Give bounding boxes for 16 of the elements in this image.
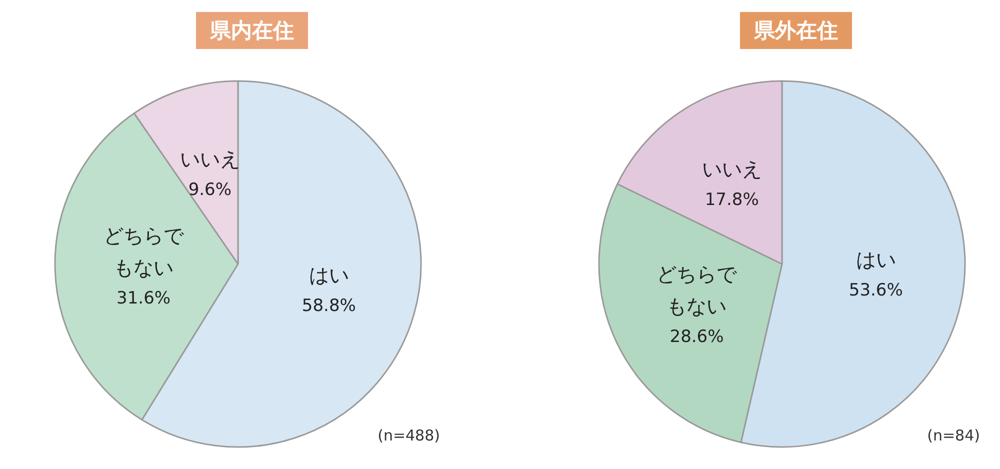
slice-label: どちらでもない xyxy=(656,262,738,318)
data-label: 58.8% xyxy=(302,296,356,316)
data-label: 28.6% xyxy=(670,326,724,347)
slice-label: はい xyxy=(856,248,896,272)
slice-label: いいえ xyxy=(180,146,240,171)
data-label: 17.8% xyxy=(704,190,759,210)
slice-label: どちらでもない xyxy=(104,223,185,280)
chart-title: 県内在住 xyxy=(209,18,294,42)
data-label: 9.6% xyxy=(188,180,232,200)
data-label: 31.6% xyxy=(116,288,171,308)
chart-title: 県外在住 xyxy=(753,18,838,42)
text: (n=84) xyxy=(927,426,980,444)
slice-label: はい xyxy=(308,262,349,287)
data-label: 53.6% xyxy=(848,280,903,301)
slice-label: いいえ xyxy=(702,156,762,181)
text: (n=488) xyxy=(378,426,440,444)
